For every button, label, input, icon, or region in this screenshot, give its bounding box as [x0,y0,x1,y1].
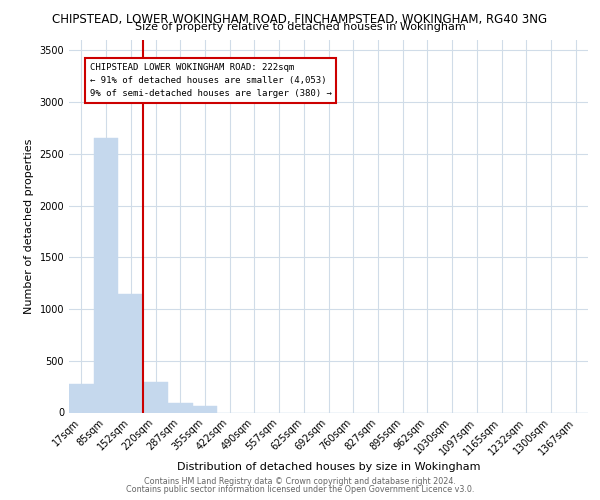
Bar [69,384,94,412]
Text: CHIPSTEAD LOWER WOKINGHAM ROAD: 222sqm
← 91% of detached houses are smaller (4,0: CHIPSTEAD LOWER WOKINGHAM ROAD: 222sqm ←… [90,63,332,98]
Text: Contains HM Land Registry data © Crown copyright and database right 2024.: Contains HM Land Registry data © Crown c… [144,477,456,486]
Text: Contains public sector information licensed under the Open Government Licence v3: Contains public sector information licen… [126,485,474,494]
Text: CHIPSTEAD, LOWER WOKINGHAM ROAD, FINCHAMPSTEAD, WOKINGHAM, RG40 3NG: CHIPSTEAD, LOWER WOKINGHAM ROAD, FINCHAM… [52,12,548,26]
Bar [143,382,168,412]
Y-axis label: Number of detached properties: Number of detached properties [24,138,34,314]
Bar [118,294,143,412]
Bar [193,406,217,412]
Text: Size of property relative to detached houses in Wokingham: Size of property relative to detached ho… [134,22,466,32]
X-axis label: Distribution of detached houses by size in Wokingham: Distribution of detached houses by size … [177,462,480,472]
Bar [94,138,118,412]
Bar [168,402,193,412]
